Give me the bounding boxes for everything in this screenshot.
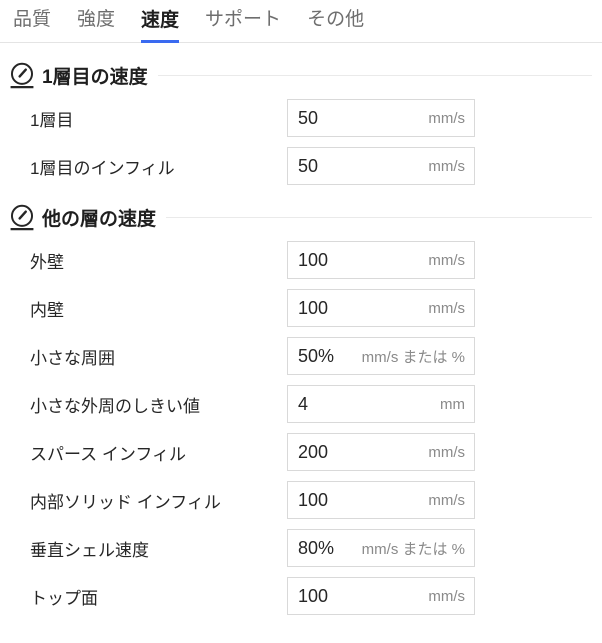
internal-solid-infill-speed-input[interactable]: 100 mm/s bbox=[287, 481, 475, 519]
setting-row-top-surface: トップ面 100 mm/s bbox=[30, 577, 475, 615]
setting-row-small-perimeters: 小さな周囲 50% mm/s または % bbox=[30, 337, 475, 375]
input-value[interactable]: 50% bbox=[298, 345, 335, 366]
setting-label: 内部ソリッド インフィル bbox=[30, 492, 221, 512]
input-value[interactable]: 50 bbox=[298, 107, 319, 128]
sparse-infill-speed-input[interactable]: 200 mm/s bbox=[287, 433, 475, 471]
setting-row-outer-wall: 外壁 100 mm/s bbox=[30, 241, 475, 279]
vertical-shell-speed-input[interactable]: 80% mm/s または % bbox=[287, 529, 475, 567]
section-title: 1層目の速度 bbox=[42, 66, 148, 88]
input-value[interactable]: 4 bbox=[298, 393, 309, 414]
input-value[interactable]: 100 bbox=[298, 585, 329, 606]
input-unit: mm/s bbox=[428, 157, 465, 175]
first-layer-infill-speed-input[interactable]: 50 mm/s bbox=[287, 147, 475, 185]
small-perimeter-threshold-input[interactable]: 4 mm bbox=[287, 385, 475, 423]
setting-row-inner-wall: 内壁 100 mm/s bbox=[30, 289, 475, 327]
setting-label: 小さな周囲 bbox=[30, 348, 115, 368]
tab-quality[interactable]: 品質 bbox=[13, 9, 52, 31]
setting-row-small-perimeter-threshold: 小さな外周のしきい値 4 mm bbox=[30, 385, 475, 423]
section-title: 他の層の速度 bbox=[42, 208, 157, 230]
setting-label: 小さな外周のしきい値 bbox=[30, 396, 200, 416]
input-unit: mm/s bbox=[428, 491, 465, 509]
setting-label: 1層目 bbox=[30, 110, 74, 130]
section-header: 他の層の速度 bbox=[8, 203, 592, 231]
outer-wall-speed-input[interactable]: 100 mm/s bbox=[287, 241, 475, 279]
input-unit: mm bbox=[440, 395, 465, 413]
input-unit: mm/s bbox=[428, 587, 465, 605]
setting-label: 垂直シェル速度 bbox=[30, 540, 149, 560]
setting-label: 内壁 bbox=[30, 300, 64, 320]
setting-row-sparse-infill: スパース インフィル 200 mm/s bbox=[30, 433, 475, 471]
tab-strength[interactable]: 強度 bbox=[77, 9, 116, 31]
section-first-layer-speed: 1層目の速度 1層目 50 mm/s 1層目のインフィル 50 mm/s bbox=[0, 61, 602, 185]
speedometer-icon bbox=[10, 204, 34, 231]
input-unit: mm/s または % bbox=[361, 348, 465, 366]
input-unit: mm/s bbox=[428, 251, 465, 269]
inner-wall-speed-input[interactable]: 100 mm/s bbox=[287, 289, 475, 327]
section-header: 1層目の速度 bbox=[8, 61, 592, 89]
setting-row-internal-solid-infill: 内部ソリッド インフィル 100 mm/s bbox=[30, 481, 475, 519]
input-value[interactable]: 50 bbox=[298, 155, 319, 176]
input-value[interactable]: 200 bbox=[298, 441, 329, 462]
input-value[interactable]: 100 bbox=[298, 297, 329, 318]
input-value[interactable]: 100 bbox=[298, 489, 329, 510]
setting-row-first-layer-infill: 1層目のインフィル 50 mm/s bbox=[30, 147, 475, 185]
setting-label: 外壁 bbox=[30, 252, 64, 272]
input-value[interactable]: 80% bbox=[298, 537, 335, 558]
input-unit: mm/s bbox=[428, 299, 465, 317]
settings-tab-bar: 品質 強度 速度 サポート その他 bbox=[0, 0, 602, 43]
tab-speed[interactable]: 速度 bbox=[141, 8, 180, 43]
tab-others[interactable]: その他 bbox=[307, 9, 365, 31]
setting-label: トップ面 bbox=[30, 588, 98, 608]
setting-row-vertical-shell-speed: 垂直シェル速度 80% mm/s または % bbox=[30, 529, 475, 567]
tab-support[interactable]: サポート bbox=[205, 9, 282, 31]
section-divider bbox=[157, 74, 592, 76]
setting-row-first-layer: 1層目 50 mm/s bbox=[30, 99, 475, 137]
section-other-layers-speed: 他の層の速度 外壁 100 mm/s 内壁 100 mm/s 小さな周囲 50%… bbox=[0, 203, 602, 615]
section-divider bbox=[166, 216, 592, 218]
top-surface-speed-input[interactable]: 100 mm/s bbox=[287, 577, 475, 615]
setting-label: スパース インフィル bbox=[30, 444, 187, 464]
input-unit: mm/s または % bbox=[361, 540, 465, 558]
input-unit: mm/s bbox=[428, 109, 465, 127]
speedometer-icon bbox=[10, 62, 34, 89]
setting-label: 1層目のインフィル bbox=[30, 158, 175, 178]
small-perimeters-speed-input[interactable]: 50% mm/s または % bbox=[287, 337, 475, 375]
first-layer-speed-input[interactable]: 50 mm/s bbox=[287, 99, 475, 137]
input-unit: mm/s bbox=[428, 443, 465, 461]
input-value[interactable]: 100 bbox=[298, 249, 329, 270]
